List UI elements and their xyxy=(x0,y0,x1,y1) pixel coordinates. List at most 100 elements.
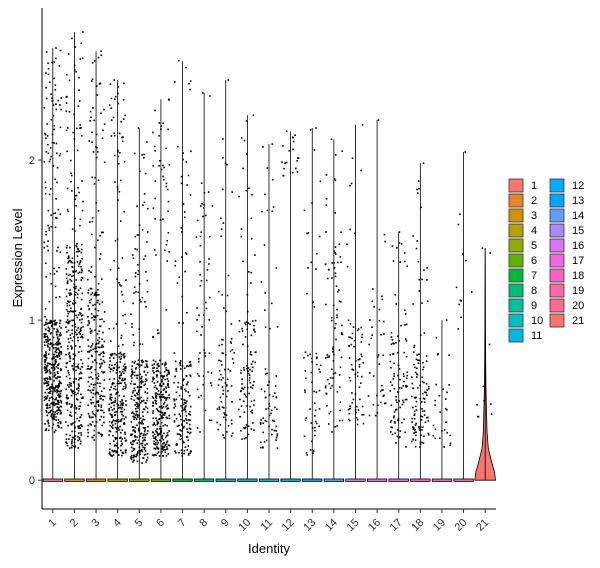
point xyxy=(247,425,250,427)
point xyxy=(118,366,121,369)
point xyxy=(372,375,375,377)
point xyxy=(395,395,397,398)
point xyxy=(80,126,82,129)
point xyxy=(421,302,423,304)
point xyxy=(119,361,122,363)
point xyxy=(152,401,154,404)
point xyxy=(226,163,228,166)
point xyxy=(140,396,143,399)
point xyxy=(141,343,144,346)
point xyxy=(99,234,101,237)
point xyxy=(177,386,179,388)
point xyxy=(218,378,221,381)
point xyxy=(422,426,424,428)
violin-base-11 xyxy=(258,478,280,482)
point xyxy=(210,384,213,387)
point xyxy=(55,296,57,299)
point xyxy=(354,232,356,235)
point xyxy=(143,193,146,195)
point xyxy=(81,335,83,338)
point xyxy=(90,349,92,351)
point xyxy=(79,401,82,404)
point xyxy=(90,266,93,268)
point xyxy=(57,419,60,421)
point xyxy=(399,406,402,409)
point xyxy=(338,243,341,246)
point xyxy=(122,452,125,455)
point xyxy=(55,108,58,111)
point xyxy=(56,166,59,169)
point xyxy=(98,303,101,305)
point xyxy=(138,389,141,391)
point xyxy=(96,382,99,385)
point xyxy=(332,304,335,307)
point xyxy=(124,387,126,390)
point xyxy=(173,407,175,409)
point xyxy=(275,396,278,399)
point xyxy=(199,205,202,207)
point xyxy=(181,424,183,426)
point xyxy=(264,368,267,370)
point xyxy=(152,410,154,412)
point xyxy=(136,374,139,377)
point xyxy=(96,301,99,304)
point xyxy=(59,395,62,398)
point xyxy=(348,357,351,359)
point xyxy=(88,351,91,353)
point xyxy=(58,394,61,397)
point xyxy=(393,420,396,423)
point xyxy=(78,263,81,265)
point xyxy=(296,157,299,159)
point xyxy=(185,419,188,421)
point xyxy=(54,398,56,401)
point xyxy=(133,152,136,155)
point xyxy=(73,381,75,384)
point xyxy=(94,373,97,376)
point xyxy=(72,367,75,370)
point xyxy=(380,333,382,336)
point xyxy=(393,373,395,375)
point xyxy=(49,147,52,149)
point xyxy=(57,400,60,403)
point xyxy=(333,250,335,252)
point xyxy=(162,442,164,445)
point xyxy=(168,163,171,166)
point xyxy=(66,394,68,397)
point xyxy=(47,152,50,155)
point xyxy=(250,400,253,403)
point xyxy=(352,369,355,371)
point xyxy=(297,157,300,159)
point xyxy=(53,142,55,144)
point xyxy=(460,316,462,319)
point xyxy=(46,344,49,347)
point xyxy=(165,147,168,150)
point xyxy=(251,193,253,196)
point xyxy=(199,431,201,433)
point xyxy=(136,205,138,208)
point xyxy=(158,164,160,167)
point xyxy=(130,458,133,461)
point xyxy=(339,300,342,303)
point xyxy=(81,425,83,427)
point xyxy=(183,452,185,455)
point xyxy=(319,371,321,373)
point xyxy=(415,434,417,437)
point xyxy=(47,224,49,227)
point xyxy=(306,454,308,456)
point xyxy=(131,360,134,363)
point xyxy=(52,347,55,349)
point xyxy=(45,382,47,384)
point xyxy=(209,419,211,422)
point xyxy=(247,367,250,369)
point xyxy=(432,435,435,437)
point xyxy=(139,373,142,376)
point xyxy=(163,441,165,444)
point xyxy=(43,324,46,326)
point xyxy=(415,396,417,399)
point xyxy=(136,234,139,236)
point xyxy=(400,387,403,389)
point xyxy=(152,131,154,134)
point xyxy=(93,429,96,432)
point xyxy=(185,405,187,407)
point xyxy=(58,355,61,357)
